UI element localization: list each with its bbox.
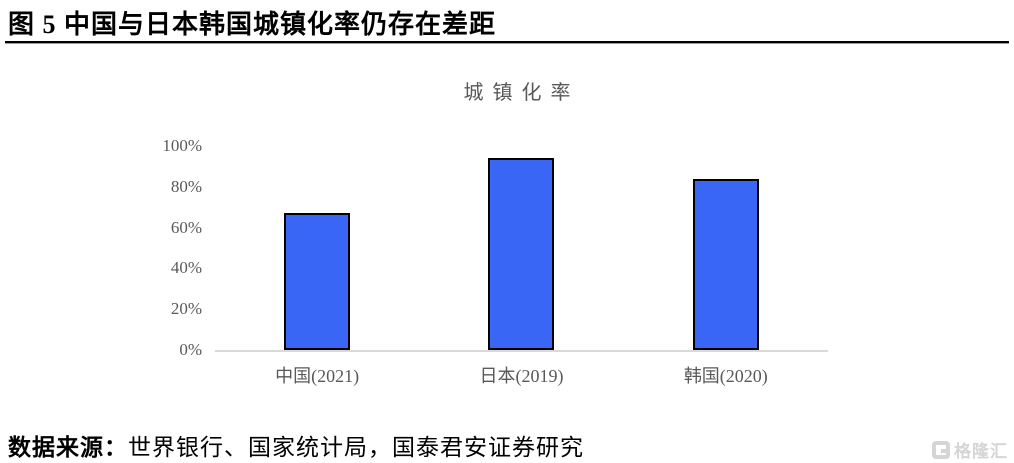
x-label-japan: 日本(2019) bbox=[479, 366, 564, 386]
plot-area bbox=[215, 146, 828, 352]
bar-china bbox=[284, 213, 351, 350]
title-divider bbox=[5, 41, 1009, 44]
data-source-note: 数据来源：世界银行、国家统计局，国泰君安证券研究 bbox=[8, 428, 584, 462]
y-axis: 100% 80% 60% 40% 20% 0% bbox=[130, 136, 202, 359]
y-tick-label: 0% bbox=[179, 340, 202, 359]
data-source-text: 世界银行、国家统计局，国泰君安证券研究 bbox=[128, 435, 584, 460]
gelonghui-logo-text: 格隆汇 bbox=[954, 442, 1008, 461]
bar-korea bbox=[692, 178, 759, 350]
figure-title: 图 5 中国与日本韩国城镇化率仍存在差距 bbox=[8, 10, 497, 39]
x-axis: 中国(2021) 日本(2019) 韩国(2020) bbox=[215, 362, 828, 388]
y-tick-label: 100% bbox=[162, 136, 202, 155]
gelonghui-logo-icon bbox=[932, 440, 950, 459]
x-label-korea: 韩国(2020) bbox=[683, 366, 768, 386]
bar-slot-korea bbox=[624, 146, 828, 350]
x-label-china: 中国(2021) bbox=[275, 366, 360, 386]
y-tick-label: 20% bbox=[170, 299, 202, 319]
gelonghui-watermark: 格隆汇 bbox=[932, 437, 1008, 462]
bar-slot-china bbox=[215, 146, 419, 350]
bar-slot-japan bbox=[419, 146, 623, 350]
data-source-label: 数据来源： bbox=[8, 435, 128, 460]
bar-japan bbox=[488, 158, 555, 350]
y-tick-label: 60% bbox=[170, 217, 202, 237]
y-tick-label: 40% bbox=[170, 258, 202, 278]
chart-title: 城镇化率 bbox=[463, 82, 580, 104]
y-tick-label: 80% bbox=[170, 176, 202, 196]
